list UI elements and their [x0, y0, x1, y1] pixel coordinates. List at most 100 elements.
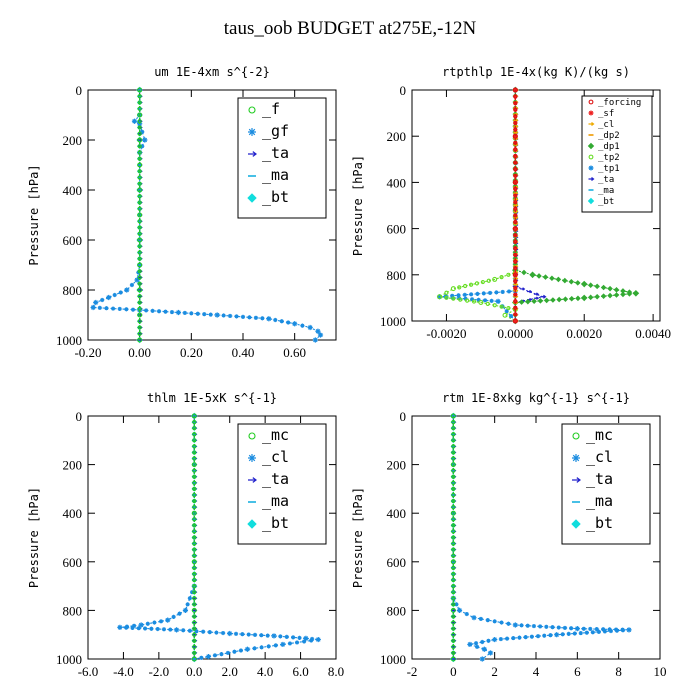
- series-marker: [152, 620, 157, 625]
- series-marker: [451, 553, 456, 558]
- x-tick-label: 0.20: [180, 345, 203, 360]
- data-point: [137, 112, 143, 118]
- series-marker: [137, 231, 142, 236]
- series-marker: [192, 492, 197, 498]
- y-tick-label: 200: [387, 129, 407, 144]
- data-point: [137, 137, 143, 143]
- data-point: [512, 272, 518, 278]
- series-marker: [137, 94, 142, 99]
- series-marker: [584, 630, 589, 635]
- series-marker: [474, 281, 480, 286]
- series-marker: [189, 590, 195, 595]
- series-marker: [192, 419, 197, 425]
- series-marker: [451, 620, 456, 625]
- data-point: [266, 316, 272, 322]
- data-point: [191, 413, 197, 419]
- legend-label: _bt: [598, 197, 614, 207]
- legend-marker: [248, 432, 256, 440]
- data-point: [580, 280, 588, 288]
- series-marker: [608, 628, 613, 634]
- x-tick-label: 0: [450, 664, 457, 679]
- series-marker: [513, 279, 518, 284]
- series-f: [137, 87, 143, 343]
- series-marker: [471, 299, 477, 304]
- x-tick-label: 0.0: [186, 664, 202, 679]
- data-point: [450, 286, 456, 292]
- series-marker: [498, 636, 503, 642]
- y-tick-label: 0: [400, 83, 407, 98]
- series-marker: [192, 438, 197, 443]
- series-marker: [192, 596, 197, 601]
- series-marker: [137, 294, 142, 299]
- series-marker: [124, 625, 129, 630]
- series-marker: [192, 547, 197, 552]
- legend-marker: [572, 454, 580, 462]
- series-marker: [525, 623, 530, 628]
- series-marker: [500, 304, 505, 309]
- data-point: [632, 289, 640, 297]
- series-forcing: [512, 87, 518, 324]
- data-point: [481, 646, 487, 652]
- series-marker: [513, 127, 518, 132]
- data-point: [471, 615, 477, 621]
- series-marker: [212, 653, 218, 658]
- series-marker: [513, 120, 518, 126]
- series-marker: [527, 289, 533, 294]
- series-marker: [451, 535, 456, 540]
- series-marker: [470, 297, 475, 302]
- series-marker: [260, 316, 265, 321]
- data-point: [191, 583, 197, 589]
- series-marker: [451, 468, 456, 473]
- series-marker: [513, 312, 518, 317]
- series-marker: [137, 131, 142, 136]
- y-tick-label: 600: [63, 555, 83, 570]
- legend-marker: [588, 122, 595, 126]
- series-marker: [451, 426, 456, 431]
- series-marker: [232, 649, 237, 654]
- series-marker: [469, 292, 474, 297]
- y-tick-label: 600: [387, 555, 407, 570]
- series-marker: [137, 169, 142, 174]
- data-point: [106, 294, 112, 301]
- legend-marker: [247, 193, 257, 203]
- legend-marker: [571, 519, 581, 529]
- series-marker: [513, 206, 518, 211]
- series-marker: [600, 293, 607, 299]
- data-point: [502, 312, 508, 318]
- series-marker: [192, 474, 197, 479]
- data-point: [137, 187, 143, 193]
- series-marker: [111, 306, 116, 311]
- series-marker: [137, 306, 142, 311]
- data-point: [450, 559, 456, 565]
- series-marker: [513, 147, 518, 152]
- series-line: [514, 90, 545, 321]
- series-marker: [620, 628, 626, 633]
- legend-label: _ta: [262, 144, 289, 162]
- legend-label: _mc: [262, 426, 289, 444]
- series-marker: [486, 638, 491, 643]
- series-marker: [192, 632, 197, 637]
- legend-label: _bt: [586, 514, 613, 532]
- series-marker: [187, 628, 192, 633]
- data-point: [574, 626, 580, 632]
- series-marker: [225, 650, 231, 656]
- series-marker: [192, 468, 197, 473]
- series-marker: [451, 517, 456, 522]
- data-point: [138, 622, 144, 628]
- data-point: [540, 294, 547, 299]
- series-marker: [273, 643, 278, 648]
- x-tick-label: 2: [491, 664, 498, 679]
- data-point: [492, 636, 498, 643]
- series-marker: [195, 311, 200, 316]
- legend: _forcing_sf_cl_dp2_dp1_tp2_tp1_ta_ma_bt: [581, 95, 653, 213]
- series-marker: [130, 307, 136, 312]
- series-marker: [499, 620, 504, 625]
- data-point: [450, 413, 456, 419]
- series-marker: [451, 432, 456, 437]
- series-marker: [214, 630, 219, 635]
- series-marker: [451, 517, 456, 522]
- series-marker: [513, 246, 518, 251]
- x-tick-label: 2.0: [222, 664, 238, 679]
- series-marker: [513, 186, 518, 192]
- series-marker: [199, 655, 204, 660]
